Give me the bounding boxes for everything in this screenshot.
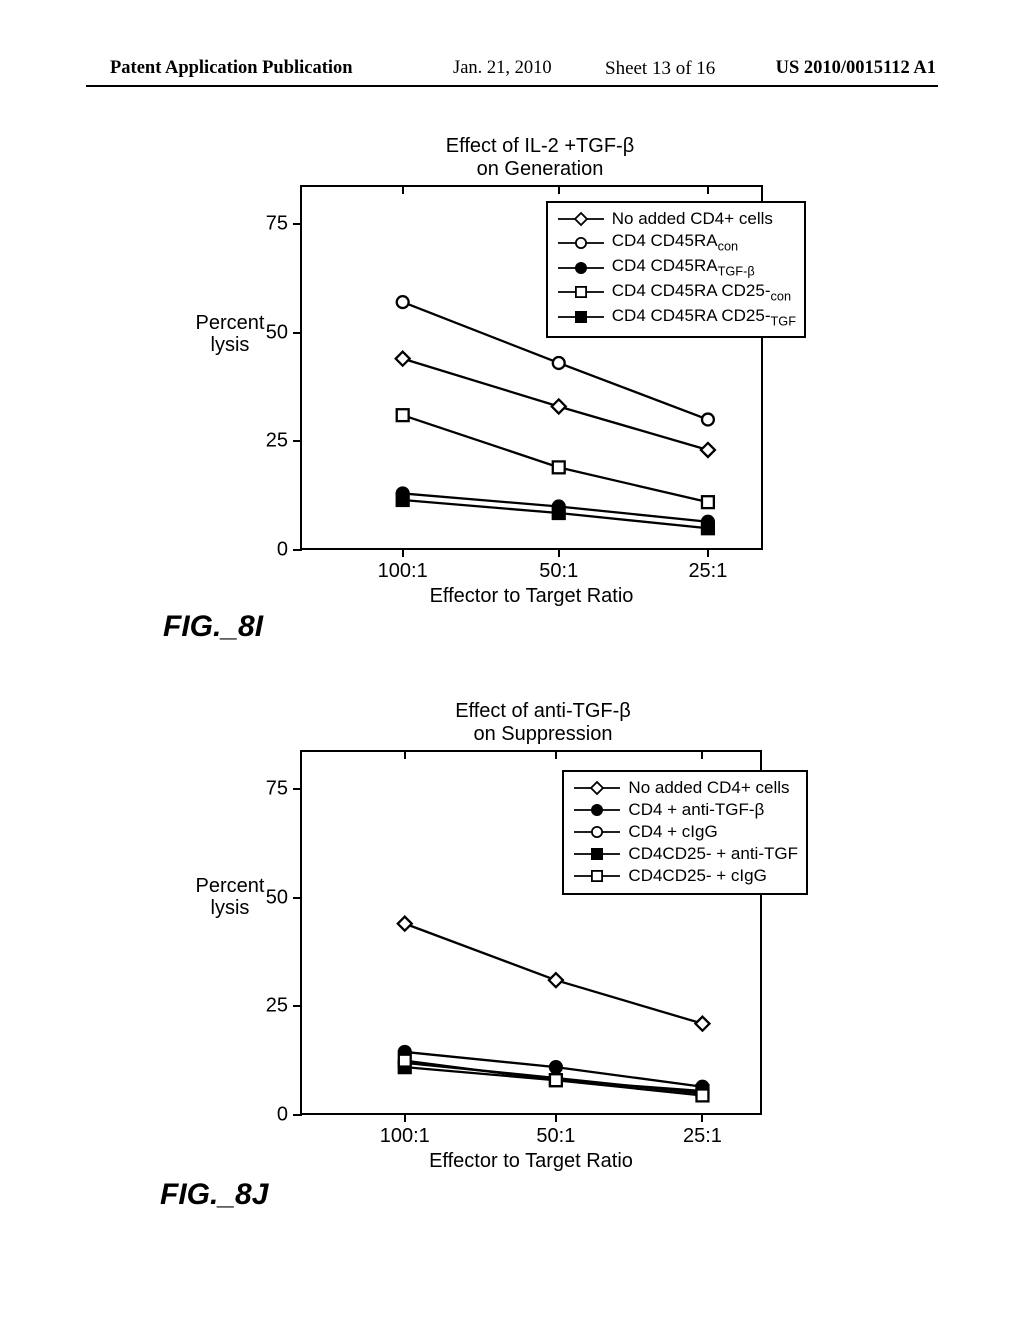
legend-label: No added CD4+ cells <box>628 777 789 799</box>
legend-symbol-circle-fill <box>556 260 606 276</box>
ytick-label: 25 <box>266 995 288 1018</box>
header-rule <box>86 85 938 87</box>
figure-8I-caption: FIG._8I <box>163 610 263 644</box>
legend-label: CD4CD25- + cIgG <box>628 865 766 887</box>
legend-label: No added CD4+ cells <box>612 208 773 230</box>
legend-row: CD4 CD45RA CD25-con <box>556 280 796 305</box>
figure-8I-plot: 0255075100:150:125:1 No added CD4+ cells… <box>300 185 763 550</box>
ytick-line <box>293 1005 302 1007</box>
figure-8I-ylabel: Percent lysis <box>180 312 280 356</box>
figure-8I-title-line2: on Generation <box>477 158 604 180</box>
header-sheet: Sheet 13 of 16 <box>605 58 715 80</box>
legend-symbol-circle-open <box>572 824 622 840</box>
ytick-label: 75 <box>266 777 288 800</box>
legend-symbol-square-open <box>556 284 606 300</box>
legend-label: CD4 CD45RAcon <box>612 230 738 255</box>
page-header: Patent Application Publication Jan. 21, … <box>0 58 1024 84</box>
figure-8J-title-line1: Effect of anti-TGF-β <box>455 700 631 722</box>
legend-symbol-square-fill <box>556 309 606 325</box>
figure-8J-plot: 0255075100:150:125:1 No added CD4+ cells… <box>300 750 762 1115</box>
legend-row: CD4 + cIgG <box>572 821 798 843</box>
figure-8J: Effect of anti-TGF-β on Suppression 0255… <box>300 700 860 1115</box>
xtick-label: 50:1 <box>536 1125 575 1148</box>
xtick-label: 50:1 <box>539 560 578 583</box>
figure-8J-title: Effect of anti-TGF-β on Suppression <box>413 700 673 746</box>
legend-label: CD4 + cIgG <box>628 821 717 843</box>
legend-row: CD4 CD45RA CD25-TGF <box>556 305 796 330</box>
fig8I-legend: No added CD4+ cells CD4 CD45RAcon CD4 CD… <box>546 201 806 338</box>
ytick-label: 25 <box>266 430 288 453</box>
figure-8J-xlabel: Effector to Target Ratio <box>300 1150 762 1173</box>
ytick-line <box>293 897 302 899</box>
page: Patent Application Publication Jan. 21, … <box>0 0 1024 1320</box>
xtick-label: 25:1 <box>683 1125 722 1148</box>
xtick-label: 25:1 <box>688 560 727 583</box>
ytick-line <box>293 223 302 225</box>
legend-symbol-square-open <box>572 868 622 884</box>
ytick-line <box>293 332 302 334</box>
legend-symbol-circle-fill <box>572 802 622 818</box>
legend-row: CD4CD25- + anti-TGF <box>572 843 798 865</box>
legend-label: CD4 CD45RA CD25-TGF <box>612 305 796 330</box>
header-pubno: US 2010/0015112 A1 <box>776 58 936 79</box>
fig8J-legend: No added CD4+ cells CD4 + anti-TGF-β CD4… <box>562 770 808 895</box>
ytick-line <box>293 440 302 442</box>
ytick-label: 75 <box>266 212 288 235</box>
legend-row: No added CD4+ cells <box>572 777 798 799</box>
ytick-line <box>293 549 302 551</box>
legend-label: CD4 CD45RATGF-β <box>612 255 755 280</box>
legend-symbol-square-fill <box>572 846 622 862</box>
figure-8J-caption: FIG._8J <box>160 1178 268 1212</box>
header-date: Jan. 21, 2010 <box>453 58 552 79</box>
header-publication: Patent Application Publication <box>110 58 353 79</box>
legend-symbol-circle-open <box>556 235 606 251</box>
ytick-line <box>293 788 302 790</box>
legend-label: CD4 + anti-TGF-β <box>628 799 764 821</box>
legend-row: CD4CD25- + cIgG <box>572 865 798 887</box>
figure-8J-title-line2: on Suppression <box>474 723 613 745</box>
figure-8I: Effect of IL-2 +TGF-β on Generation 0255… <box>300 135 860 550</box>
legend-label: CD4 CD45RA CD25-con <box>612 280 791 305</box>
legend-label: CD4CD25- + anti-TGF <box>628 843 798 865</box>
legend-symbol-diamond-open <box>572 780 622 796</box>
figure-8I-title: Effect of IL-2 +TGF-β on Generation <box>410 135 670 181</box>
legend-row: CD4 + anti-TGF-β <box>572 799 798 821</box>
legend-row: CD4 CD45RAcon <box>556 230 796 255</box>
xtick-label: 100:1 <box>378 560 428 583</box>
legend-symbol-diamond-open <box>556 211 606 227</box>
ytick-label: 0 <box>277 539 288 562</box>
figure-8J-ylabel: Percent lysis <box>180 875 280 919</box>
ytick-label: 0 <box>277 1104 288 1127</box>
figure-8I-xlabel: Effector to Target Ratio <box>300 585 763 608</box>
xtick-label: 100:1 <box>380 1125 430 1148</box>
figure-8I-title-line1: Effect of IL-2 +TGF-β <box>446 135 634 157</box>
legend-row: No added CD4+ cells <box>556 208 796 230</box>
legend-row: CD4 CD45RATGF-β <box>556 255 796 280</box>
ytick-line <box>293 1114 302 1116</box>
